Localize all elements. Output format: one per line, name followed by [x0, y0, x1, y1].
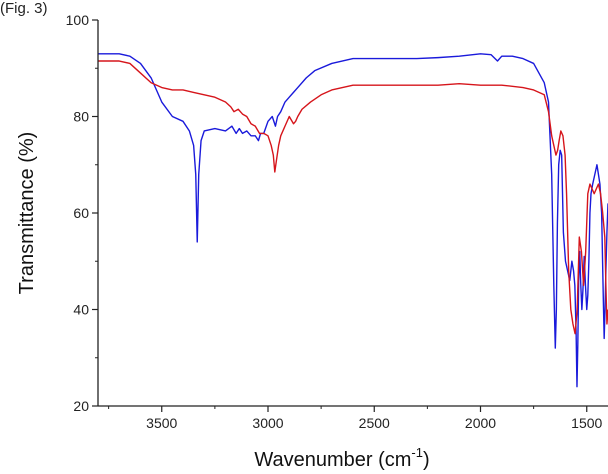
x-axis-title-main: Wavenumber (cm	[254, 449, 411, 471]
y-tick-label-100: 100	[66, 12, 90, 28]
axis-ticks-layer: 20 40 60 80 100 3500 3000 2500 2000 1500	[66, 12, 603, 431]
series-line-1	[98, 53, 608, 388]
y-tick-label-80: 80	[73, 109, 89, 125]
x-axis-title: Wavenumber (cm-1)	[254, 445, 429, 471]
x-axis-title-superscript: -1	[411, 445, 423, 460]
series-line-2	[98, 60, 608, 335]
plot-area	[98, 53, 608, 388]
y-tick-label-40: 40	[73, 302, 89, 318]
y-tick-label-20: 20	[73, 398, 89, 414]
x-tick-label-3000: 3000	[252, 415, 283, 431]
x-tick-label-2500: 2500	[359, 415, 390, 431]
y-axis-title: Transmittance (%)	[16, 132, 38, 295]
x-tick-label-3500: 3500	[146, 415, 177, 431]
y-tick-label-60: 60	[73, 205, 89, 221]
caption-fragment: (Fig. 3)	[0, 0, 48, 17]
x-tick-label-1500: 1500	[571, 415, 602, 431]
x-axis-title-suffix: )	[423, 449, 430, 471]
x-tick-label-2000: 2000	[465, 415, 496, 431]
